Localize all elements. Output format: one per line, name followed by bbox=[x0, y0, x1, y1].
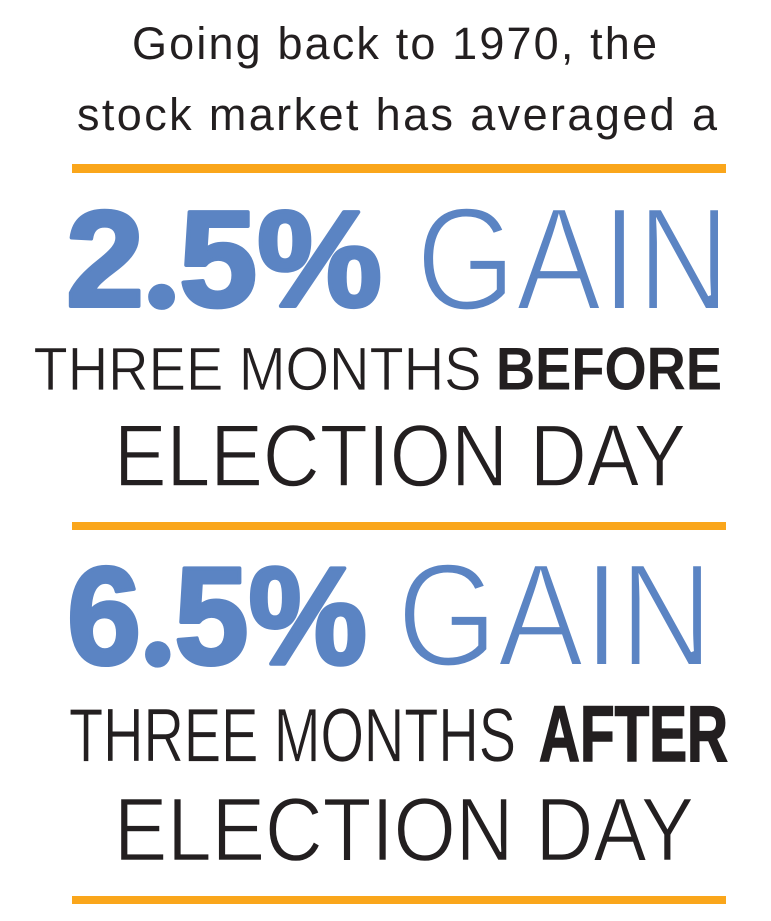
svg-text:6.5%: 6.5% bbox=[67, 540, 367, 694]
svg-text:ELECTION DAY: ELECTION DAY bbox=[114, 406, 686, 505]
svg-text:GAIN: GAIN bbox=[416, 178, 730, 342]
svg-text:GAIN: GAIN bbox=[397, 534, 713, 698]
svg-text:THREE MONTHS: THREE MONTHS bbox=[69, 693, 516, 778]
svg-text:BEFORE: BEFORE bbox=[496, 336, 722, 403]
svg-text:ELECTION DAY: ELECTION DAY bbox=[114, 779, 694, 880]
svg-text:stock market has averaged a: stock market has averaged a bbox=[77, 89, 718, 140]
svg-text:2.5%: 2.5% bbox=[66, 182, 382, 336]
svg-text:AFTER: AFTER bbox=[539, 690, 728, 778]
svg-text:THREE MONTHS: THREE MONTHS bbox=[34, 335, 482, 403]
